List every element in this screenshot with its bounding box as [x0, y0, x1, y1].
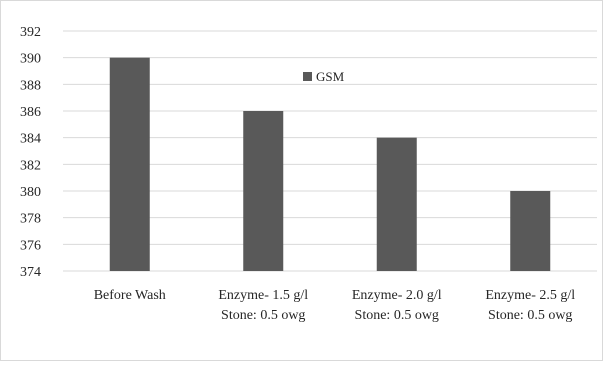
x-tick-label: Enzyme- 1.5 g/l: [218, 288, 308, 303]
bars: [109, 57, 551, 271]
bar: [109, 57, 150, 271]
legend-label: GSM: [316, 69, 345, 84]
x-tick-label: Stone: 0.5 owg: [221, 308, 305, 323]
y-tick-label: 374: [20, 265, 41, 280]
y-tick-label: 390: [20, 52, 41, 67]
bar: [510, 191, 551, 271]
y-tick-label: 392: [20, 25, 41, 40]
y-tick-label: 376: [20, 238, 41, 253]
x-tick-label: Stone: 0.5 owg: [488, 308, 572, 323]
grid-lines: [63, 30, 597, 272]
y-tick-label: 386: [20, 105, 41, 120]
y-axis-ticks: 374 376 378 380 382 384 386 388 390 392: [20, 25, 41, 280]
x-tick-label: Enzyme- 2.0 g/l: [352, 288, 442, 303]
y-tick-label: 384: [20, 132, 41, 147]
x-tick-label: Before Wash: [94, 288, 166, 303]
y-tick-label: 388: [20, 78, 41, 93]
x-axis-ticks: Before Wash Enzyme- 1.5 g/l Stone: 0.5 owg…: [94, 288, 576, 323]
x-tick-label: Stone: 0.5 owg: [355, 308, 439, 323]
legend-swatch: [303, 72, 312, 81]
bar: [243, 111, 284, 271]
bar: [376, 137, 417, 271]
x-tick-label: Enzyme- 2.5 g/l: [485, 288, 575, 303]
y-tick-label: 382: [20, 158, 41, 173]
legend: GSM: [303, 69, 345, 84]
y-tick-label: 378: [20, 212, 41, 227]
y-tick-label: 380: [20, 185, 41, 200]
